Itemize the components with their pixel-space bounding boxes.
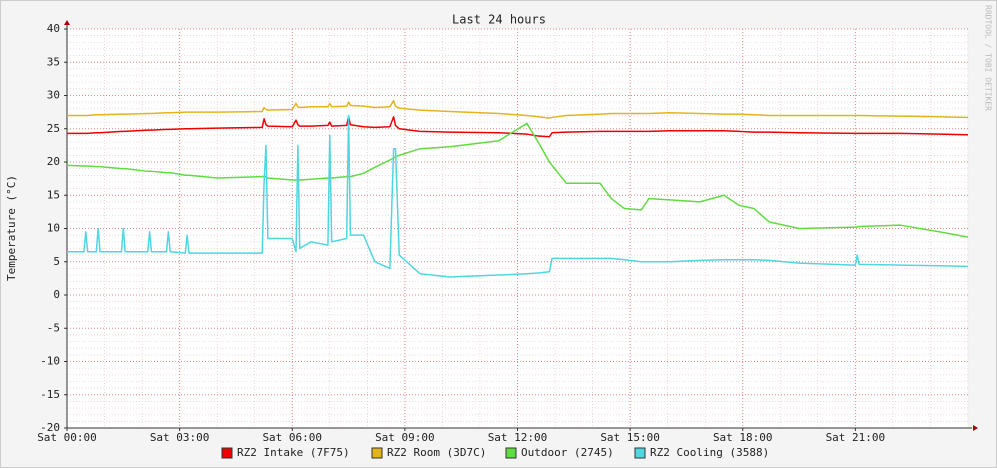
y-tick-label: -5 xyxy=(47,321,60,334)
series-line xyxy=(67,114,969,278)
x-tick-label: Sat 03:00 xyxy=(150,431,210,444)
y-tick-label: 40 xyxy=(47,22,60,35)
x-tick-label: Sat 09:00 xyxy=(375,431,435,444)
legend-item: Outdoor (2745) xyxy=(505,446,614,459)
legend-item: RZ2 Room (3D7C) xyxy=(371,446,486,459)
y-tick-label: 30 xyxy=(47,89,60,102)
y-tick-label: 25 xyxy=(47,122,60,135)
y-tick-label: 35 xyxy=(47,55,60,68)
y-tick-label: 10 xyxy=(47,222,60,235)
y-tick-label: 20 xyxy=(47,155,60,168)
y-tick-label: 15 xyxy=(47,188,60,201)
y-axis-label: Temperature (°C) xyxy=(5,175,18,281)
y-tick-label: -20 xyxy=(40,421,60,434)
x-tick-label: Sat 21:00 xyxy=(826,431,886,444)
series-line xyxy=(66,122,969,238)
series-line xyxy=(67,100,969,119)
x-tick-label: Sat 06:00 xyxy=(262,431,322,444)
legend-swatch xyxy=(221,447,233,459)
legend-label: RZ2 Intake (7F75) xyxy=(237,446,350,459)
y-tick-label: 0 xyxy=(53,288,60,301)
y-tick-label: 5 xyxy=(53,255,60,268)
x-tick-label: Sat 00:00 xyxy=(37,431,97,444)
x-tick-label: Sat 15:00 xyxy=(600,431,660,444)
watermark: RRDTOOL / TOBI OETIKER xyxy=(984,5,993,111)
legend-swatch xyxy=(505,447,517,459)
y-tick-label: -10 xyxy=(40,355,60,368)
legend-label: RZ2 Room (3D7C) xyxy=(387,446,486,459)
legend-item: RZ2 Intake (7F75) xyxy=(221,446,350,459)
legend-label: Outdoor (2745) xyxy=(521,446,614,459)
x-tick-label: Sat 18:00 xyxy=(713,431,773,444)
y-tick-label: -15 xyxy=(40,388,60,401)
x-tick-label: Sat 12:00 xyxy=(488,431,548,444)
y-axis-arrow xyxy=(64,20,70,25)
x-axis-arrow xyxy=(973,425,978,431)
legend-swatch xyxy=(634,447,646,459)
legend-swatch xyxy=(371,447,383,459)
legend-label: RZ2 Cooling (3588) xyxy=(650,446,769,459)
chart-title: Last 24 hours xyxy=(452,13,546,27)
legend-item: RZ2 Cooling (3588) xyxy=(634,446,769,459)
